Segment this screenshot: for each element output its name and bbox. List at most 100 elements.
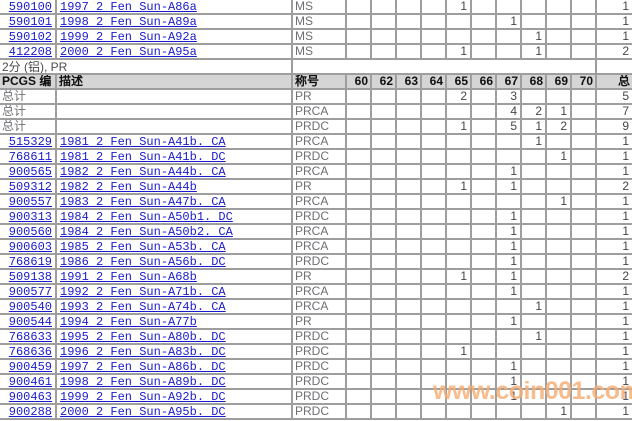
coin-description-link[interactable]: 1983 2 Fen Sun-A47b. CA [60,195,226,209]
grade-67-count-cell: 4 [497,105,522,120]
pcgs-number-link[interactable]: 590100 [8,0,52,14]
designation-cell: PRCA [293,300,347,315]
pcgs-number-link[interactable]: 900560 [8,225,52,239]
grade-68-count-cell: 1 [522,30,547,45]
grade-65-count-cell [447,30,472,45]
grade-65-count-cell [447,285,472,300]
header-grade-70: 70 [572,75,597,90]
grade-67-count-cell [497,150,522,165]
coin-description-link[interactable]: 1981 2 Fen Sun-A41b. CA [60,135,226,149]
table-row: 总计 PRDC 1 5 1 2 9 [0,120,632,135]
grade-62-count-cell [372,180,397,195]
pcgs-number-link[interactable]: 412208 [8,45,52,59]
pcgs-number-link[interactable]: 768619 [8,255,52,269]
grade-66-count-cell [472,165,497,180]
grade-67-count-cell [497,45,522,60]
description-cell: 1996 2 Fen Sun-A83b. DC [57,345,293,360]
pcgs-number-link[interactable]: 768636 [8,345,52,359]
description-cell: 1998 2 Fen Sun-A89a [57,15,293,30]
pcgs-number-link[interactable]: 900463 [8,390,52,404]
coin-description-link[interactable]: 1982 2 Fen Sun-A44b. CA [60,165,226,179]
grade-62-count-cell [372,105,397,120]
pcgs-number-link[interactable]: 768611 [8,150,52,164]
pcgs-number-link[interactable]: 900288 [8,405,52,419]
coin-description-link[interactable]: 1995 2 Fen Sun-A80b. DC [60,330,226,344]
table-row: 590101 1998 2 Fen Sun-A89a MS 1 1 [0,15,632,30]
pcgs-number-link[interactable]: 768633 [8,330,52,344]
pcgs-number-link[interactable]: 509138 [8,270,52,284]
grade-69-count-cell [547,255,572,270]
coin-description-link[interactable]: 1998 2 Fen Sun-A89a [60,15,197,29]
coin-description-link[interactable]: 1984 2 Fen Sun-A50b2. CA [60,225,233,239]
coin-description-link[interactable]: 1992 2 Fen Sun-A71b. CA [60,285,226,299]
pcgs-number-cell: 900288 [0,405,57,420]
grade-66-count-cell [472,240,497,255]
pcgs-number-link[interactable]: 900459 [8,360,52,374]
coin-description-link[interactable]: 1996 2 Fen Sun-A83b. DC [60,345,226,359]
pcgs-number-cell: 900459 [0,360,57,375]
coin-description-link[interactable]: 1997 2 Fen Sun-A86a [60,0,197,14]
coin-description-link[interactable]: 2000 2 Fen Sun-A95a [60,45,197,59]
grade-63-count-cell [397,180,422,195]
grade-68-count-cell [522,165,547,180]
coin-description-link[interactable]: 1999 2 Fen Sun-A92b. DC [60,390,226,404]
pcgs-number-link[interactable]: 900557 [8,195,52,209]
pcgs-number-link[interactable]: 509312 [8,180,52,194]
pcgs-number-link[interactable]: 515329 [8,135,52,149]
grade-63-count-cell [397,15,422,30]
coin-description-link[interactable]: 1986 2 Fen Sun-A56b. DC [60,255,226,269]
total-count-cell: 1 [597,300,632,315]
coin-description-link[interactable]: 1993 2 Fen Sun-A74b. CA [60,300,226,314]
coin-description-link[interactable]: 1991 2 Fen Sun-A68b [60,270,197,284]
designation-cell: PRDC [293,330,347,345]
pcgs-number-link[interactable]: 900577 [8,285,52,299]
coin-description-link[interactable]: 1997 2 Fen Sun-A86b. DC [60,360,226,374]
grade-62-count-cell [372,135,397,150]
grade-66-count-cell [472,180,497,195]
description-cell: 1982 2 Fen Sun-A44b [57,180,293,195]
total-count-cell: 2 [597,45,632,60]
pcgs-number-cell: 515329 [0,135,57,150]
grade-63-count-cell [397,300,422,315]
pcgs-number-link[interactable]: 900313 [8,210,52,224]
grade-65-count-cell [447,300,472,315]
grade-64-count-cell [422,405,447,420]
pcgs-number-link[interactable]: 900461 [8,375,52,389]
grade-68-count-cell: 1 [522,300,547,315]
pcgs-number-cell: 900565 [0,165,57,180]
grade-63-count-cell [397,135,422,150]
coin-description-link[interactable]: 1998 2 Fen Sun-A89b. DC [60,375,226,389]
designation-cell: PR [293,315,347,330]
coin-description-link[interactable]: 1994 2 Fen Sun-A77b [60,315,197,329]
grade-60-count-cell [347,90,372,105]
grade-68-count-cell [522,345,547,360]
grade-68-count-cell [522,195,547,210]
grade-66-count-cell [472,120,497,135]
coin-description-link[interactable]: 1981 2 Fen Sun-A41b. DC [60,150,226,164]
pcgs-number-link[interactable]: 590102 [8,30,52,44]
header-grade-66: 66 [472,75,497,90]
coin-description-link[interactable]: 1982 2 Fen Sun-A44b [60,180,197,194]
grade-69-count-cell: 1 [547,195,572,210]
designation-cell: PRCA [293,225,347,240]
coin-description-link[interactable]: 1999 2 Fen Sun-A92a [60,30,197,44]
table-row: 900560 1984 2 Fen Sun-A50b2. CA PRCA 1 1 [0,225,632,240]
grade-66-count-cell [472,30,497,45]
designation-cell: PR [293,90,347,105]
total-count-cell: 1 [597,240,632,255]
grade-70-count-cell [572,90,597,105]
pcgs-number-link[interactable]: 900565 [8,165,52,179]
pcgs-number-link[interactable]: 590101 [8,15,52,29]
grade-66-count-cell [472,315,497,330]
grade-62-count-cell [372,90,397,105]
pcgs-number-link[interactable]: 900603 [8,240,52,254]
coin-description-link[interactable]: 2000 2 Fen Sun-A95b. DC [60,405,226,419]
grade-67-count-cell [497,195,522,210]
pcgs-number-link[interactable]: 900540 [8,300,52,314]
header-total: 总 [597,75,632,90]
coin-description-link[interactable]: 1984 2 Fen Sun-A50b1. DC [60,210,233,224]
pcgs-number-link[interactable]: 900544 [8,315,52,329]
total-count-cell: 1 [597,375,632,390]
coin-description-link[interactable]: 1985 2 Fen Sun-A53b. CA [60,240,226,254]
grade-69-count-cell [547,300,572,315]
